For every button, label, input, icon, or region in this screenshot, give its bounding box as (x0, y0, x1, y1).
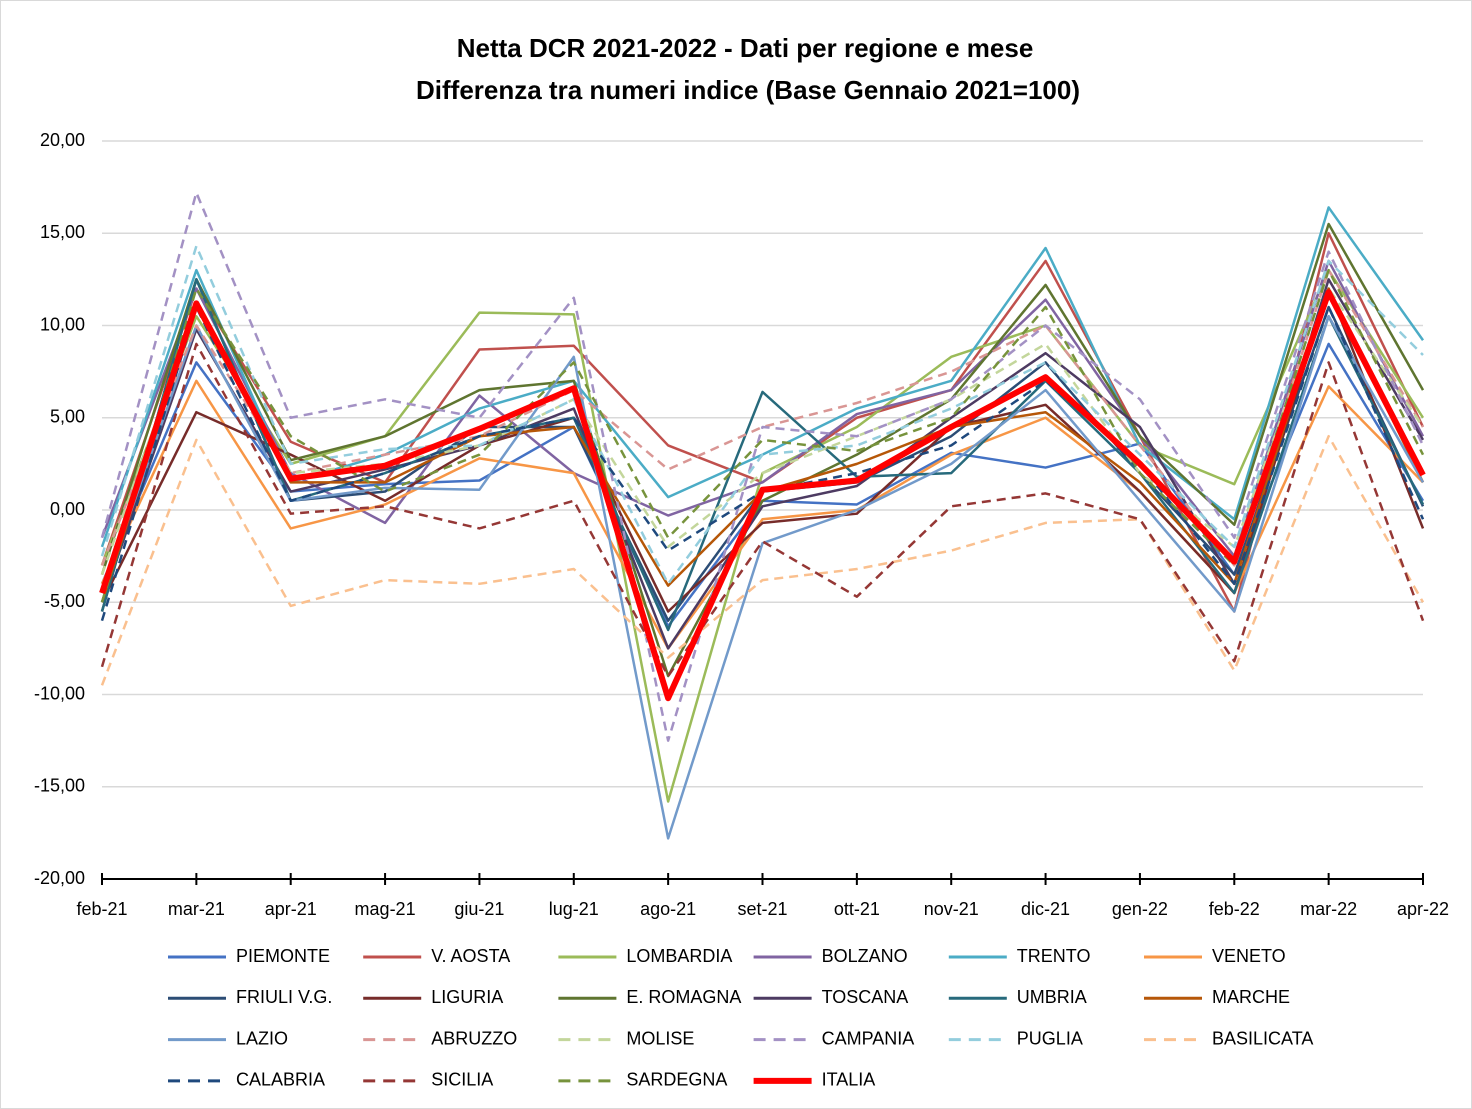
legend-label: TOSCANA (822, 987, 909, 1007)
legend-label: PUGLIA (1017, 1028, 1083, 1048)
legend-label: CALABRIA (236, 1070, 325, 1090)
x-tick-label: mag-21 (355, 899, 416, 919)
legend-label: PIEMONTE (236, 946, 330, 966)
series-line (100, 287, 1425, 613)
legend-label: LAZIO (236, 1028, 288, 1048)
legend-label: LOMBARDIA (626, 946, 732, 966)
x-tick-label: lug-21 (549, 899, 599, 919)
x-tick-label: ott-21 (834, 899, 880, 919)
legend-label: SARDEGNA (626, 1070, 727, 1090)
legend-label: CAMPANIA (822, 1028, 915, 1048)
x-tick-label: mar-22 (1300, 899, 1357, 919)
x-tick-label: giu-21 (454, 899, 504, 919)
y-tick-label: -15,00 (34, 776, 85, 796)
x-tick-label: set-21 (737, 899, 787, 919)
legend-label: UMBRIA (1017, 987, 1087, 1007)
chart-subtitle: Differenza tra numeri indice (Base Genna… (416, 75, 1080, 105)
legend-label: E. ROMAGNA (626, 987, 741, 1007)
y-tick-label: 5,00 (50, 407, 85, 427)
x-tick-label: mar-21 (168, 899, 225, 919)
series-line (100, 342, 1425, 678)
legend-label: ITALIA (822, 1070, 876, 1090)
y-tick-label: 0,00 (50, 499, 85, 519)
legend-label: VENETO (1212, 946, 1286, 966)
legend-label: ABRUZZO (431, 1028, 517, 1048)
legend-label: MOLISE (626, 1028, 694, 1048)
x-tick-label: dic-21 (1021, 899, 1070, 919)
y-tick-label: -5,00 (44, 591, 85, 611)
series-line (99, 289, 1426, 702)
x-tick-label: feb-22 (1209, 899, 1260, 919)
series-line (100, 191, 1425, 742)
series-line (100, 244, 1424, 586)
series-line (100, 222, 1425, 678)
x-tick-label: apr-21 (265, 899, 317, 919)
x-tick-label: nov-21 (924, 899, 979, 919)
chart-title: Netta DCR 2021-2022 - Dati per regione e… (457, 33, 1034, 63)
legend-label: FRIULI V.G. (236, 987, 332, 1007)
x-tick-label: ago-21 (640, 899, 696, 919)
series-line (100, 315, 1425, 840)
legend-label: LIGURIA (431, 987, 503, 1007)
y-tick-label: 15,00 (40, 222, 85, 242)
legend-label: TRENTO (1017, 946, 1091, 966)
legend-label: BOLZANO (822, 946, 908, 966)
x-tick-label: feb-21 (76, 899, 127, 919)
y-tick-label: 10,00 (40, 314, 85, 334)
legend-label: V. AOSTA (431, 946, 510, 966)
series-line (100, 434, 1425, 686)
x-tick-label: apr-22 (1397, 899, 1449, 919)
y-tick-label: -10,00 (34, 683, 85, 703)
y-tick-label: 20,00 (40, 130, 85, 150)
legend-label: MARCHE (1212, 987, 1290, 1007)
y-tick-label: -20,00 (34, 868, 85, 888)
series-line (100, 287, 1425, 575)
x-tick-label: gen-22 (1112, 899, 1168, 919)
legend-label: SICILIA (431, 1070, 493, 1090)
legend-label: BASILICATA (1212, 1028, 1313, 1048)
